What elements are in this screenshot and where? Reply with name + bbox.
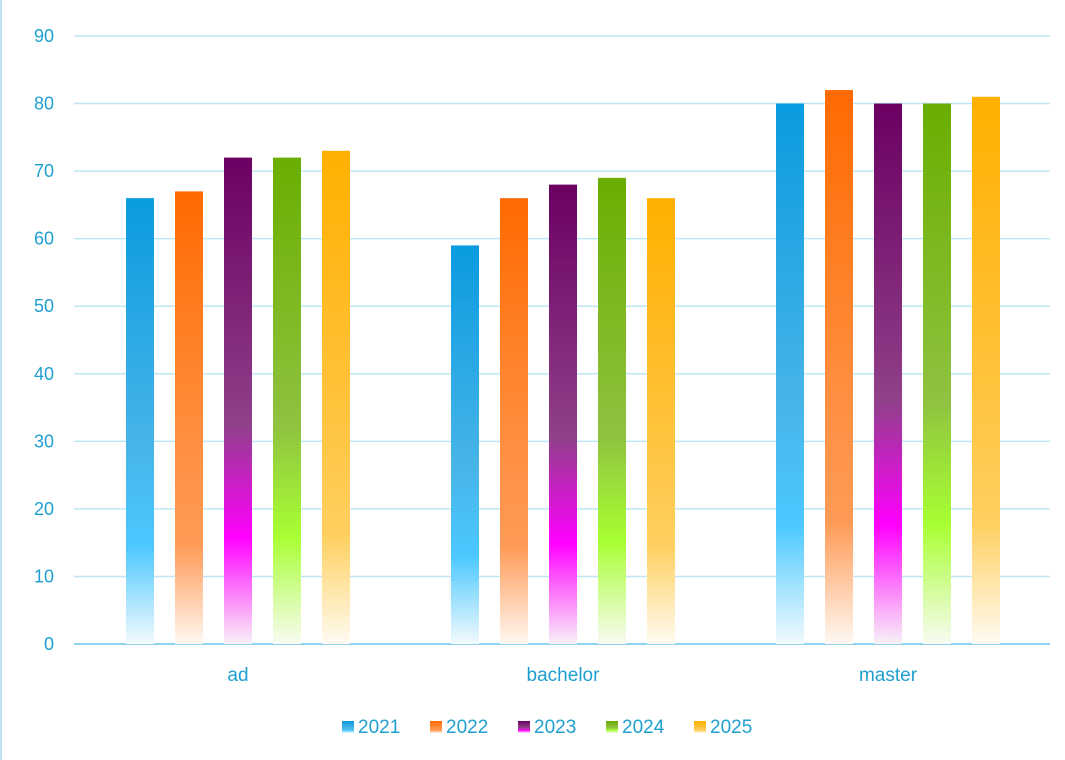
x-category-label: bachelor [527,665,601,686]
legend-label: 2024 [622,717,665,738]
bar-master-2021 [776,103,804,645]
y-tick-label: 70 [34,161,54,181]
y-tick-label: 60 [34,229,54,249]
bar-master-2022 [825,90,853,645]
bar-bachelor-2025 [647,198,675,644]
y-tick-label: 30 [34,431,54,451]
legend-swatch [518,721,530,733]
legend-swatch [342,721,354,733]
legend-label: 2023 [534,717,576,738]
legend-item-2024: 2024 [606,717,665,738]
bar-bachelor-2024 [598,177,626,644]
legend-item-2023: 2023 [518,717,576,738]
y-tick-label: 80 [34,94,54,114]
bar-ad-2021 [126,198,154,644]
legend-swatch [694,721,706,733]
bar-ad-2025 [322,150,350,644]
x-category-label: ad [227,665,248,686]
bars [126,90,1000,645]
y-tick-label: 10 [34,566,54,586]
y-axis-ticks: 0 10 20 30 40 50 60 70 80 90 [34,26,54,654]
legend-swatch [430,721,442,733]
legend-item-2022: 2022 [430,717,488,738]
legend: 2021 2022 2023 2024 2025 [342,717,752,738]
y-tick-label: 20 [34,499,54,519]
bar-bachelor-2023 [549,184,577,644]
bar-master-2023 [874,103,902,645]
x-category-label: master [859,665,918,686]
y-tick-label: 50 [34,296,54,316]
y-tick-label: 0 [44,634,54,654]
legend-label: 2021 [358,717,400,738]
legend-item-2025: 2025 [694,717,752,738]
legend-label: 2022 [446,717,488,738]
y-tick-label: 40 [34,364,54,384]
bar-bachelor-2022 [500,198,528,644]
x-axis-labels: ad bachelor master [227,665,917,686]
bar-master-2025 [972,96,1000,645]
bar-bachelor-2021 [451,245,479,644]
bar-ad-2024 [273,157,301,644]
bar-ad-2022 [175,191,203,644]
legend-label: 2025 [710,717,752,738]
bar-ad-2023 [224,157,252,644]
legend-item-2021: 2021 [342,717,400,738]
bar-master-2024 [923,103,951,645]
y-tick-label: 90 [34,26,54,46]
legend-swatch [606,721,618,733]
